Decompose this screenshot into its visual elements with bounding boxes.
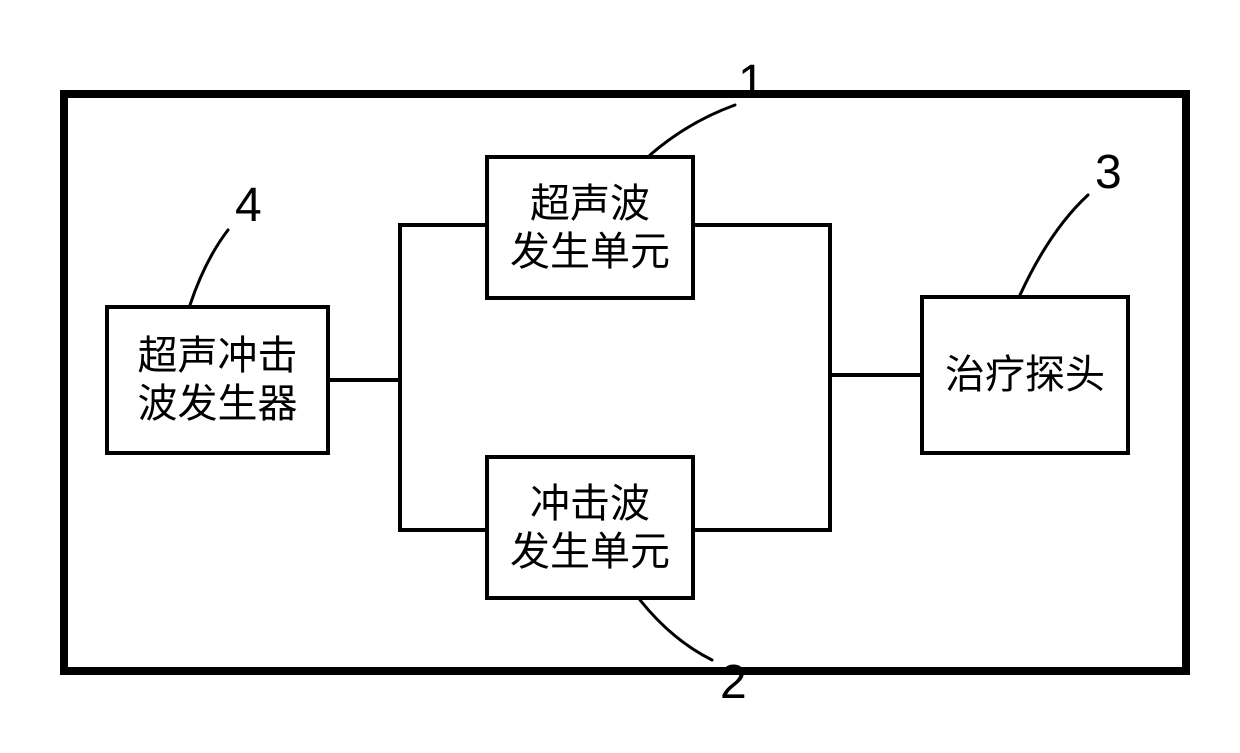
node-ultrasonic-text: 超声波 发生单元: [510, 180, 670, 276]
ultrasonic-line2: 发生单元: [510, 230, 670, 274]
generator-line1: 超声冲击: [138, 334, 298, 378]
node-generator-text: 超声冲击 波发生器: [138, 332, 298, 428]
diagram-stage: 超声冲击 波发生器 超声波 发生单元 冲击波 发生单元 治疗探头 1 2 3 4: [0, 0, 1240, 753]
shockwave-line2: 发生单元: [510, 530, 670, 574]
ref-number-3: 3: [1095, 145, 1122, 200]
probe-line1: 治疗探头: [945, 353, 1105, 397]
node-generator: 超声冲击 波发生器: [105, 305, 330, 455]
shockwave-line1: 冲击波: [530, 482, 650, 526]
node-ultrasonic-unit: 超声波 发生单元: [485, 155, 695, 300]
ref-number-4: 4: [235, 178, 262, 233]
ultrasonic-line1: 超声波: [530, 182, 650, 226]
generator-line2: 波发生器: [138, 382, 298, 426]
node-probe-text: 治疗探头: [945, 351, 1105, 399]
ref-number-2: 2: [720, 655, 747, 710]
node-probe: 治疗探头: [920, 295, 1130, 455]
ref-number-1: 1: [738, 55, 765, 110]
node-shockwave-text: 冲击波 发生单元: [510, 480, 670, 576]
node-shockwave-unit: 冲击波 发生单元: [485, 455, 695, 600]
